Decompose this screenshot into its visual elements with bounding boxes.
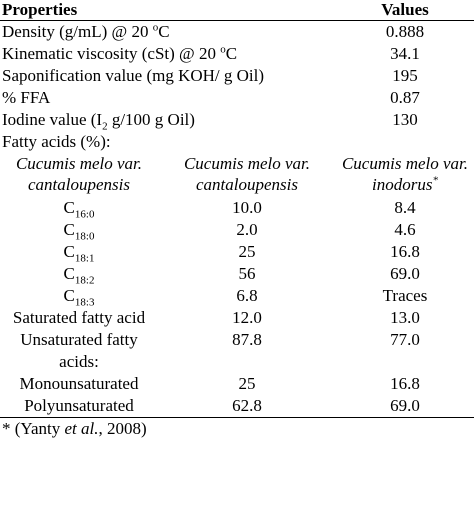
section-row: Fatty acids (%): [0,131,474,153]
property-row: Iodine value (I2 g/100 g Oil) 130 [0,109,474,133]
row-value: 16.8 [390,374,420,393]
row-value: 25 [238,242,256,261]
row-label: Saturated fatty acid [12,308,146,327]
text: Cucumis melo var. inodorus [341,154,469,194]
footnote: * (Yanty et al., 2008) [0,418,474,440]
text: Cucumis melo var. inodorus* [341,153,469,195]
text: C [225,44,238,63]
section-title: Fatty acids (%): [2,132,111,151]
property-label: Density (g/mL) @ 20 oC [0,21,336,44]
row-value: 6.8 [236,286,258,305]
text: Iodine value (I [2,110,103,129]
fatty-acid-row: Saturated fatty acid 12.0 13.0 [0,307,474,329]
subscript: 18:3 [74,296,95,309]
superscript: o [152,21,159,34]
row-value: 2.0 [236,220,258,239]
fatty-acid-row: C18:2 56 69.0 [0,263,474,287]
row-label: Monounsaturated [19,374,139,393]
row-value: 10.0 [232,198,262,217]
text: C [63,198,75,217]
text: * (Yanty [2,419,65,438]
property-row: % FFA 0.87 [0,87,474,109]
column-header: Cucumis melo var. cantaloupensis [158,153,336,197]
property-row: Kinematic viscosity (cSt) @ 20 oC 34.1 [0,43,474,65]
text: C [63,286,75,305]
header-cell: Properties [0,0,336,21]
column-header: Cucumis melo var. inodorus* [336,153,474,197]
row-value: 87.8 [232,330,262,349]
row-value: 25 [238,374,256,393]
property-label: % FFA [2,88,51,107]
property-label: Iodine value (I2 g/100 g Oil) [0,109,336,133]
property-label: Kinematic viscosity (cSt) @ 20 oC [0,43,336,65]
row-label: C16:0 [0,197,158,221]
superscript: * [432,174,438,187]
row-value: 62.8 [158,395,336,418]
text: Cucumis melo var. cantaloupensis [15,154,143,194]
subscript: 2 [102,120,108,133]
property-row: Saponification value (mg KOH/ g Oil) 195 [0,65,474,87]
subscript: 18:0 [74,230,95,243]
fatty-acid-row: Monounsaturated 25 16.8 [0,373,474,395]
row-label: Unsaturated fatty acids: [20,330,138,371]
row-label: C18:3 [0,285,158,309]
fatty-acid-row: C18:0 2.0 4.6 [0,219,474,243]
row-value: 13.0 [390,308,420,327]
text: Kinematic viscosity (cSt) @ 20 [2,44,221,63]
property-value: 195 [392,66,418,85]
text: et al. [64,419,99,438]
fatty-acid-rows: C16:0 10.0 8.4 C18:0 2.0 4.6 C18:1 25 16.8 C18:2 5… [0,197,474,418]
row-value: 16.8 [390,242,420,261]
subscript: 16:0 [74,208,95,221]
row-value: 12.0 [232,308,262,327]
text: C [63,220,75,239]
property-value: 0.888 [385,22,425,41]
subscript: 18:1 [74,252,95,265]
row-label: C18:2 [0,263,158,287]
row-label: Polyunsaturated [0,395,158,418]
property-value: 34.1 [390,44,420,63]
row-value: 4.6 [394,220,416,239]
property-label: Saponification value (mg KOH/ g Oil) [2,66,265,85]
fatty-acid-row: C18:1 25 16.8 [0,241,474,265]
property-value: 130 [392,110,418,129]
header-cell: Values [336,0,474,21]
row-value: 69.0 [390,264,420,283]
fatty-acid-row: Polyunsaturated 62.8 69.0 [0,395,474,418]
properties-table: Properties Values Density (g/mL) @ 20 oC… [0,0,474,418]
text: C [63,264,75,283]
header-row: Properties Values [0,0,474,21]
text: Cucumis melo var. cantaloupensis [183,154,311,194]
text: C [63,242,75,261]
row-value: 77.0 [390,330,420,349]
text: C [158,22,170,41]
row-label: C18:0 [0,219,158,243]
subscript: 18:2 [74,274,95,287]
column-header-row: Cucumis melo var. cantaloupensis Cucumis… [0,153,474,197]
property-value: 0.87 [390,88,420,107]
column-header: Cucumis melo var. cantaloupensis [0,153,158,197]
text: Density (g/mL) @ 20 [2,22,153,41]
text: g/100 g Oil) [107,110,195,129]
fatty-acid-row: C18:3 6.8 Traces [0,285,474,309]
text: , 2008) [98,419,147,438]
row-value: 8.4 [394,198,416,217]
row-value: 56 [238,264,256,283]
row-value: Traces [382,286,428,305]
superscript: o [220,43,226,56]
fatty-acid-row: C16:0 10.0 8.4 [0,197,474,221]
row-label: C18:1 [0,241,158,265]
property-row: Density (g/mL) @ 20 oC 0.888 [0,21,474,44]
fatty-acid-row: Unsaturated fatty acids: 87.8 77.0 [0,329,474,373]
row-value: 69.0 [336,395,474,418]
